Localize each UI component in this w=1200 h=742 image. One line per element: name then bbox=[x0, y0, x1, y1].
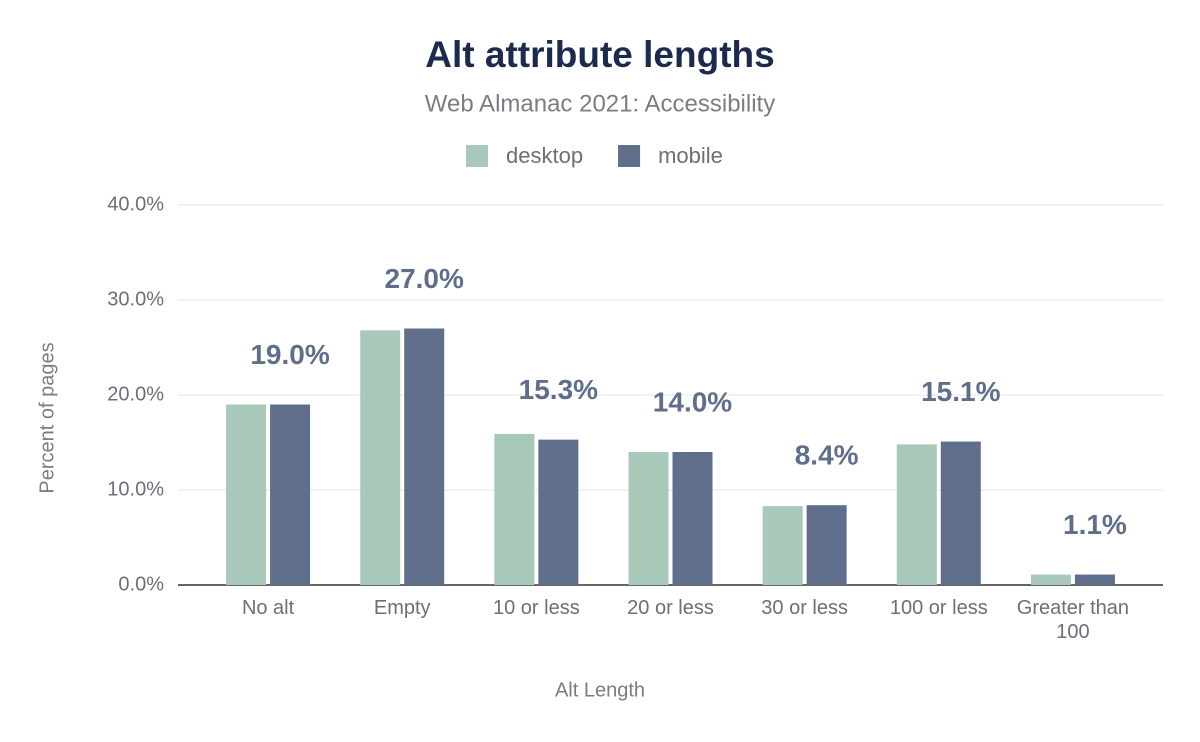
y-tick-label: 20.0% bbox=[107, 383, 164, 405]
y-tick-label: 40.0% bbox=[107, 193, 164, 215]
bar bbox=[806, 505, 847, 585]
legend-label: mobile bbox=[658, 143, 723, 168]
legend-swatch bbox=[618, 145, 641, 167]
bar bbox=[672, 452, 713, 585]
data-label: 1.1% bbox=[1063, 509, 1127, 540]
bar bbox=[1074, 574, 1115, 585]
data-label: 14.0% bbox=[653, 386, 732, 417]
x-tick-label: 30 or less bbox=[761, 597, 848, 619]
bar bbox=[226, 404, 267, 585]
bar bbox=[1030, 574, 1071, 585]
chart-subtitle: Web Almanac 2021: Accessibility bbox=[425, 90, 775, 117]
x-tick-label: 100 or less bbox=[889, 597, 988, 619]
y-axis-label: Percent of pages bbox=[36, 342, 58, 493]
data-label: 15.1% bbox=[921, 376, 1000, 407]
legend-label: desktop bbox=[506, 143, 583, 168]
data-label: 15.3% bbox=[519, 374, 598, 405]
bar bbox=[360, 330, 401, 585]
x-tick-label: Empty bbox=[373, 597, 431, 619]
bar bbox=[940, 441, 981, 585]
x-tick-label: Greater than 100 bbox=[1016, 597, 1130, 643]
y-tick-label: 30.0% bbox=[107, 288, 164, 310]
x-tick-label: 10 or less bbox=[492, 597, 580, 619]
data-label: 27.0% bbox=[385, 263, 464, 294]
chart-title: Alt attribute lengths bbox=[425, 34, 774, 75]
x-tick-label: No alt bbox=[241, 597, 295, 619]
y-tick-label: 10.0% bbox=[107, 478, 164, 500]
y-tick-label: 0.0% bbox=[118, 573, 164, 595]
bar bbox=[494, 433, 535, 585]
bar bbox=[896, 444, 937, 585]
x-tick-label: 20 or less bbox=[627, 597, 714, 619]
data-label: 8.4% bbox=[795, 440, 859, 471]
data-label: 19.0% bbox=[250, 339, 329, 370]
x-axis-label: Alt Length bbox=[555, 679, 645, 701]
bar bbox=[628, 452, 669, 585]
bar bbox=[270, 404, 311, 585]
bar bbox=[762, 506, 803, 585]
bar bbox=[538, 439, 579, 585]
bar bbox=[404, 328, 445, 585]
legend-swatch bbox=[466, 145, 488, 167]
